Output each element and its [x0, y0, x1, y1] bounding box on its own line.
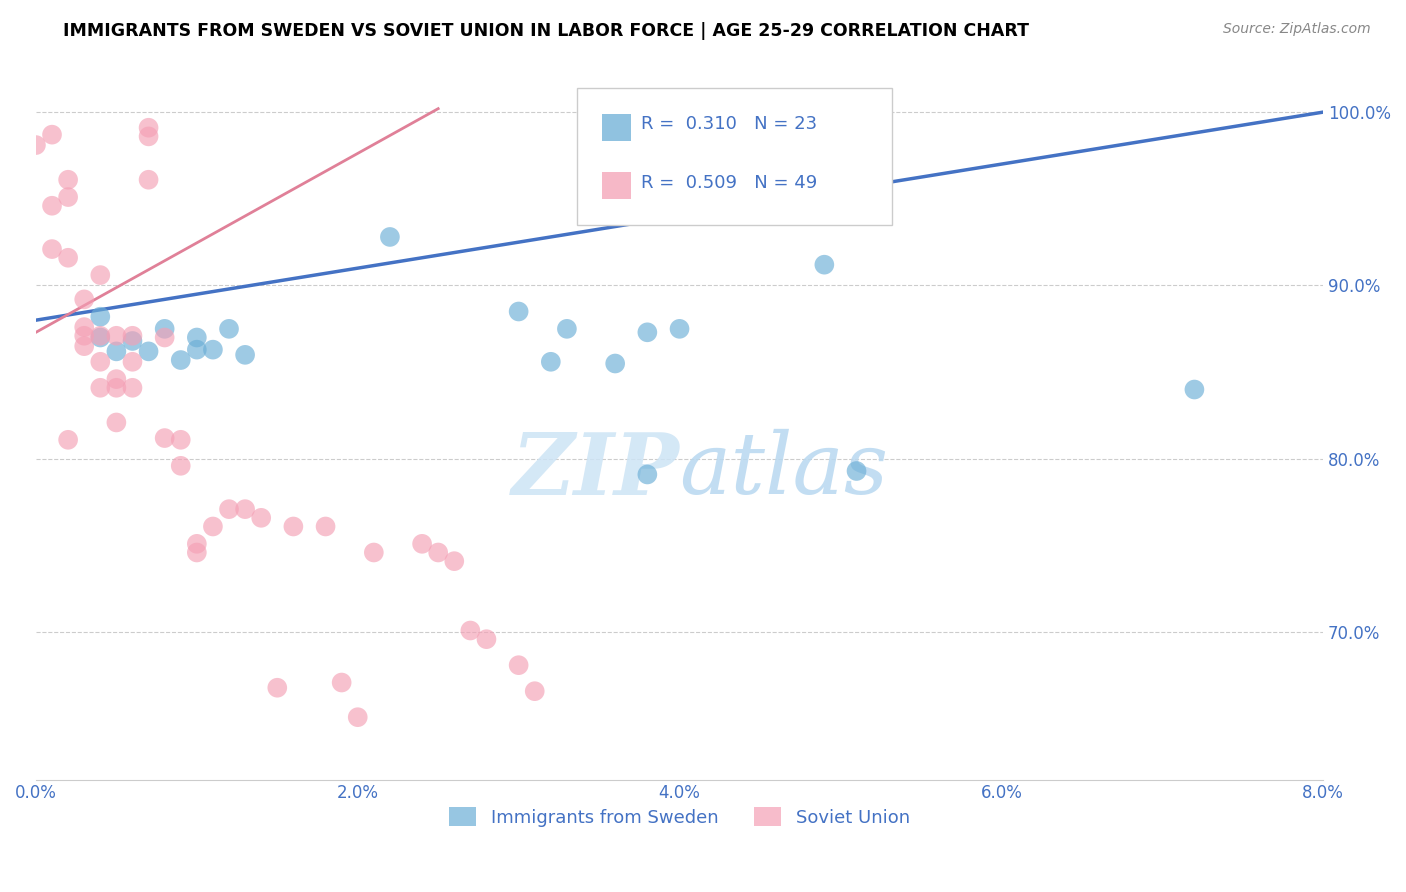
Point — [89, 355, 111, 369]
Bar — [602, 114, 631, 141]
Point — [56, 433, 79, 447]
Point — [121, 355, 143, 369]
Point — [555, 322, 578, 336]
Point — [378, 230, 401, 244]
Text: IMMIGRANTS FROM SWEDEN VS SOVIET UNION IN LABOR FORCE | AGE 25-29 CORRELATION CH: IMMIGRANTS FROM SWEDEN VS SOVIET UNION I… — [63, 22, 1029, 40]
Point — [266, 681, 288, 695]
Point — [411, 537, 433, 551]
Point — [105, 344, 128, 359]
Point — [460, 624, 482, 638]
Point — [121, 328, 143, 343]
Point — [845, 464, 868, 478]
Point — [73, 320, 96, 334]
Text: ZIP: ZIP — [512, 429, 679, 512]
Point — [523, 684, 546, 698]
Point — [540, 355, 562, 369]
Point — [105, 328, 128, 343]
Point — [283, 519, 305, 533]
Point — [443, 554, 465, 568]
Point — [186, 343, 208, 357]
Point — [668, 322, 690, 336]
Point — [138, 344, 160, 359]
Point — [89, 381, 111, 395]
Text: R =  0.310   N = 23: R = 0.310 N = 23 — [641, 115, 817, 134]
Point — [250, 511, 273, 525]
Point — [89, 328, 111, 343]
Point — [153, 431, 176, 445]
Point — [89, 268, 111, 282]
Point — [153, 330, 176, 344]
Point — [170, 433, 193, 447]
Point — [56, 172, 79, 186]
Point — [138, 129, 160, 144]
Point — [73, 328, 96, 343]
Point — [73, 293, 96, 307]
Point — [153, 322, 176, 336]
Point — [475, 632, 498, 647]
Point — [363, 545, 385, 559]
Point — [201, 519, 224, 533]
Point — [330, 675, 353, 690]
Point — [138, 120, 160, 135]
FancyBboxPatch shape — [576, 88, 891, 225]
Point — [89, 330, 111, 344]
Point — [186, 537, 208, 551]
Text: R =  0.509   N = 49: R = 0.509 N = 49 — [641, 174, 817, 192]
Point — [121, 334, 143, 348]
Point — [508, 304, 530, 318]
Point — [218, 322, 240, 336]
Point — [636, 467, 658, 482]
Point — [233, 348, 256, 362]
Point — [170, 458, 193, 473]
Point — [346, 710, 368, 724]
Point — [186, 545, 208, 559]
Point — [138, 172, 160, 186]
Point — [41, 128, 63, 142]
Text: atlas: atlas — [679, 429, 889, 512]
Point — [105, 416, 128, 430]
Point — [201, 343, 224, 357]
Point — [233, 502, 256, 516]
Text: Source: ZipAtlas.com: Source: ZipAtlas.com — [1223, 22, 1371, 37]
Point — [170, 353, 193, 368]
Point — [1184, 383, 1206, 397]
Point — [508, 658, 530, 673]
Point — [121, 381, 143, 395]
Point — [186, 330, 208, 344]
Legend: Immigrants from Sweden, Soviet Union: Immigrants from Sweden, Soviet Union — [441, 800, 917, 834]
Point — [218, 502, 240, 516]
Point — [427, 545, 450, 559]
Point — [605, 357, 627, 371]
Point — [25, 138, 48, 153]
Point — [56, 251, 79, 265]
Point — [89, 310, 111, 324]
Point — [105, 381, 128, 395]
Point — [41, 199, 63, 213]
Bar — [602, 172, 631, 199]
Point — [315, 519, 337, 533]
Point — [41, 242, 63, 256]
Point — [56, 190, 79, 204]
Point — [73, 339, 96, 353]
Point — [636, 326, 658, 340]
Point — [813, 258, 835, 272]
Point — [105, 372, 128, 386]
